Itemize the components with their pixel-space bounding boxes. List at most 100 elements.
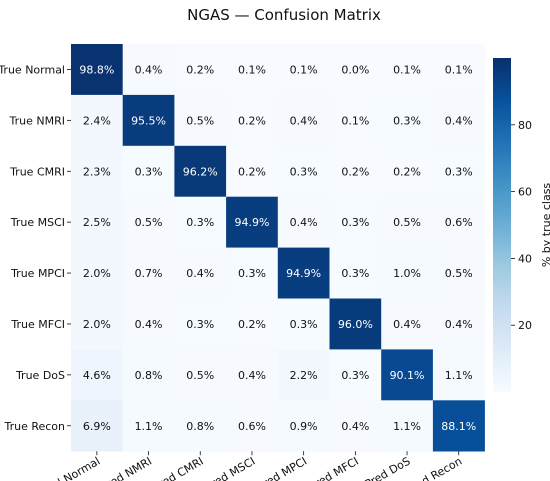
heatmap-cell [71,94,123,147]
cell-value-label: 0.8% [135,369,163,382]
heatmap-cell [432,44,485,96]
heatmap-cell [71,400,123,452]
heatmap-cell [381,196,434,248]
heatmap-cell [122,145,175,197]
cell-value-label: 0.1% [445,63,473,76]
heatmap-cell [122,196,175,248]
cell-value-label: 0.3% [290,318,318,331]
x-tick-label: Pred Recon [404,455,464,481]
cell-value-label: 0.5% [135,216,163,229]
cell-value-label: 2.0% [83,318,111,331]
cell-value-label: 0.0% [341,63,369,76]
y-tick-labels: True Normal True NMRI True CMRI True MSCI Tr… [0,63,71,433]
heatmap-cell [381,94,434,147]
heatmap-cell [277,145,330,197]
heatmap-cell [226,145,279,197]
heatmap-cell [122,298,175,350]
heatmap-cell [381,145,434,197]
cell-value-label: 1.1% [393,420,421,433]
cell-value-label: 0.4% [445,318,473,331]
heatmap-cell [226,298,279,350]
heatmap-cell [174,349,227,401]
heatmap-cell [277,196,330,248]
cell-value-label: 0.4% [393,318,421,331]
cell-value-label: 0.4% [135,318,163,331]
cell-value-label: 0.4% [341,420,369,433]
cell-value-label: 0.5% [393,216,421,229]
colorbar-tick-label: 20 [518,319,532,332]
heatmap-cell [381,247,434,299]
cell-value-label: 0.1% [290,63,318,76]
heatmap-cell [432,145,485,197]
cell-value-label: 0.3% [393,114,421,127]
cell-value-label: 98.8% [79,63,114,76]
heatmap-cell [329,94,382,147]
colorbar-tick-label: 80 [518,119,532,132]
heatmap-cell [122,247,175,299]
heatmap-cell [381,400,434,452]
cell-value-label: 0.4% [290,216,318,229]
colorbar-tick-label: 40 [518,252,532,265]
heatmap-cell [71,298,123,350]
cell-value-label: 1.1% [135,420,163,433]
y-tick-label: True MFCI [10,318,65,331]
cell-value-label: 0.4% [186,267,214,280]
cell-value-label: 6.9% [83,420,111,433]
heatmap-cell [226,349,279,401]
y-tick-label: True CMRI [9,165,65,178]
chart-title: NGAS — Confusion Matrix [187,6,381,24]
cell-value-label: 0.3% [341,267,369,280]
cell-value-label: 90.1% [390,369,425,382]
cell-value-label: 1.0% [393,267,421,280]
heatmap-cell [122,94,175,147]
cell-value-label: 88.1% [441,420,476,433]
cell-value-label: 0.5% [445,267,473,280]
cell-value-label: 95.5% [131,114,166,127]
heatmap-cell [277,247,330,299]
cell-value-label: 94.9% [234,216,269,229]
cell-value-label: 0.4% [445,114,473,127]
y-tick-label: True DoS [15,369,65,382]
heatmap-cell [174,400,227,452]
heatmap-cell [329,44,382,96]
cell-value-label: 0.2% [341,165,369,178]
heatmap-cell [226,44,279,96]
cell-value-label: 1.1% [445,369,473,382]
heatmap-cell [432,400,485,452]
heatmap-cell [432,298,485,350]
heatmap-cell [226,400,279,452]
cell-value-label: 0.4% [290,114,318,127]
y-tick-label: True Recon [3,420,65,433]
heatmap-cell [329,349,382,401]
x-tick-label: Pred NMRI [99,455,154,481]
x-tick-label: Pred CMRI [151,455,206,481]
heatmap-cell [226,196,279,248]
heatmap-cell [174,94,227,147]
cell-value-label: 0.2% [186,63,214,76]
cell-value-label: 0.3% [341,216,369,229]
colorbar [493,58,511,392]
cell-value-label: 0.4% [238,369,266,382]
cell-value-label: 0.3% [186,318,214,331]
cell-value-label: 2.0% [83,267,111,280]
cell-value-label: 0.4% [135,63,163,76]
heatmap-cell [174,145,227,197]
cell-value-label: 2.3% [83,165,111,178]
cell-value-label: 0.8% [186,420,214,433]
colorbar-tick-label: 60 [518,186,532,199]
heatmap-cell [122,44,175,96]
cell-value-label: 0.5% [186,369,214,382]
heatmap-cell [174,44,227,96]
heatmap-cell [277,44,330,96]
heatmap-cell [432,196,485,248]
cell-value-label: 2.2% [290,369,318,382]
cell-value-label: 0.1% [393,63,421,76]
heatmap-cell [174,247,227,299]
cell-value-label: 0.1% [341,114,369,127]
cell-value-label: 0.6% [238,420,266,433]
heatmap-cell [226,94,279,147]
heatmap-cell [329,196,382,248]
heatmap-cell [381,349,434,401]
heatmap-cell [381,44,434,96]
